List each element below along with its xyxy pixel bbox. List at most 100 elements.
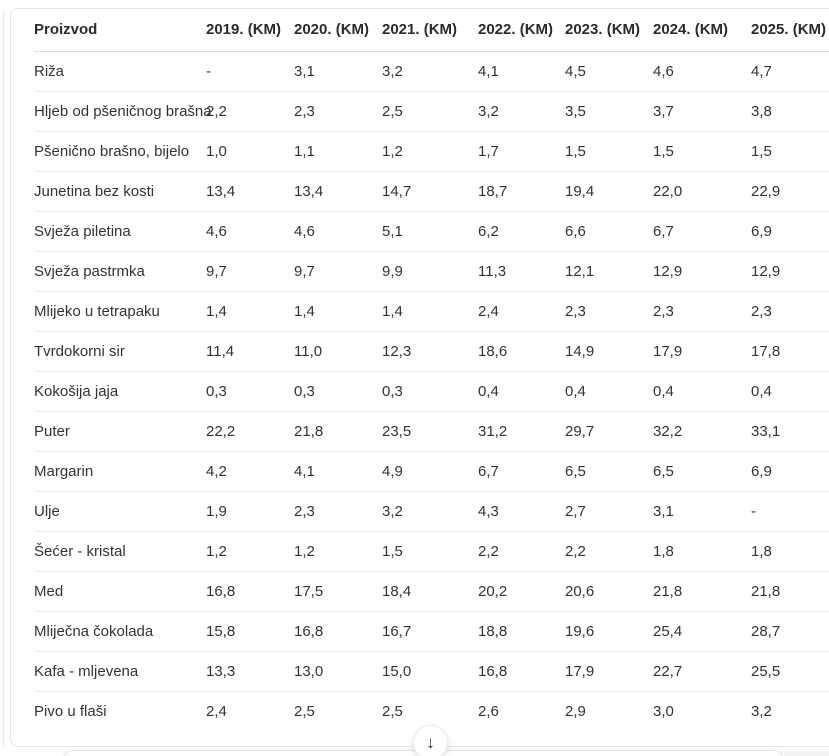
product-name-cell: Šećer - kristal <box>34 531 206 572</box>
product-name-cell: Pšenično brašno, bijelo <box>34 131 206 172</box>
price-cell: 4,1 <box>294 451 382 492</box>
price-cell: 3,2 <box>382 491 478 532</box>
product-name-cell: Mlijeko u tetrapaku <box>34 291 206 332</box>
price-cell: 0,4 <box>751 371 829 412</box>
price-cell: 17,5 <box>294 571 382 612</box>
price-cell: 25,4 <box>653 611 751 652</box>
price-cell: 9,7 <box>294 251 382 292</box>
price-cell: 1,4 <box>382 291 478 332</box>
price-cell: 17,9 <box>653 331 751 372</box>
price-cell: 3,1 <box>294 51 382 92</box>
price-cell: 0,4 <box>478 371 565 412</box>
price-cell: 6,7 <box>478 451 565 492</box>
year-column-header: 2021. (KM) <box>382 9 478 52</box>
price-cell: 3,0 <box>653 702 674 720</box>
price-cell: 2,3 <box>294 491 382 532</box>
price-cell: 28,7 <box>751 611 829 652</box>
product-name-cell: Junetina bez kosti <box>34 171 206 212</box>
price-cell: 22,0 <box>653 171 751 212</box>
price-cell: 2,5 <box>294 702 315 720</box>
price-cell: 2,4 <box>478 291 565 332</box>
table-row: Kafa - mljevena 13,3 13,0 15,0 16,8 17,9 22,7 2… <box>34 651 829 692</box>
price-cell: 15,0 <box>382 651 478 692</box>
price-cell: 1,9 <box>206 491 294 532</box>
price-cell: 13,4 <box>294 171 382 212</box>
price-cell: 21,8 <box>294 411 382 452</box>
price-cell: 0,3 <box>206 371 294 412</box>
price-cell: 3,2 <box>751 702 772 720</box>
price-cell: 1,5 <box>382 531 478 572</box>
year-column-header: 2022. (KM) <box>478 9 565 52</box>
price-cell: 0,3 <box>382 371 478 412</box>
price-cell: 14,7 <box>382 171 478 212</box>
price-cell: 0,4 <box>565 371 653 412</box>
price-cell: 25,5 <box>751 651 829 692</box>
year-column-header: 2019. (KM) <box>206 9 294 52</box>
price-cell: 4,5 <box>565 51 653 92</box>
price-cell: 14,9 <box>565 331 653 372</box>
price-cell: 23,5 <box>382 411 478 452</box>
price-cell: 2,5 <box>382 702 403 720</box>
price-cell: 12,9 <box>751 251 829 292</box>
price-cell: 0,3 <box>294 371 382 412</box>
year-column-header: 2020. (KM) <box>294 9 382 52</box>
price-cell: 1,2 <box>206 531 294 572</box>
scroll-down-button[interactable]: ↓ <box>413 725 448 756</box>
table-row: Svježa pastrmka 9,7 9,7 9,9 11,3 12,1 12,9 12,9 <box>34 251 829 292</box>
price-cell: 18,4 <box>382 571 478 612</box>
price-cell: 11,3 <box>478 251 565 292</box>
price-cell: 11,0 <box>294 331 382 372</box>
price-cell: 5,1 <box>382 211 478 252</box>
price-cell: 13,4 <box>206 171 294 212</box>
price-cell: 16,8 <box>294 611 382 652</box>
price-cell: 4,6 <box>206 211 294 252</box>
price-table-card: Proizvod 2019. (KM) 2020. (KM) 2021. (KM) 20… <box>10 8 829 747</box>
price-cell: 1,8 <box>751 531 829 572</box>
price-cell: 4,2 <box>206 451 294 492</box>
price-cell: 4,9 <box>382 451 478 492</box>
price-cell: 0,4 <box>653 371 751 412</box>
year-column-header: 2024. (KM) <box>653 9 751 52</box>
price-cell: 22,2 <box>206 411 294 452</box>
price-cell: 9,7 <box>206 251 294 292</box>
price-cell: 16,8 <box>478 651 565 692</box>
price-cell: 3,1 <box>653 491 751 532</box>
arrow-down-icon: ↓ <box>426 733 435 752</box>
price-cell: 4,3 <box>478 491 565 532</box>
price-cell: 12,1 <box>565 251 653 292</box>
price-cell: 2,7 <box>565 491 653 532</box>
table-row: Pivo u flaši 2,4 2,5 2,5 2,6 2,9 3,0 3,2 <box>34 691 829 731</box>
price-cell: 2,2 <box>206 91 294 132</box>
table-row: Puter 22,2 21,8 23,5 31,2 29,7 32,2 33,1 <box>34 411 829 452</box>
price-cell: 3,2 <box>478 91 565 132</box>
price-cell: 1,8 <box>653 531 751 572</box>
price-cell: 17,9 <box>565 651 653 692</box>
price-cell: 22,7 <box>653 651 751 692</box>
price-cell: 3,5 <box>565 91 653 132</box>
price-cell: 4,1 <box>478 51 565 92</box>
price-cell: 31,2 <box>478 411 565 452</box>
product-name-cell: Ulje <box>34 491 206 532</box>
price-cell: 21,8 <box>751 571 829 612</box>
price-cell: 2,3 <box>751 291 829 332</box>
table-row: Med 16,8 17,5 18,4 20,2 20,6 21,8 21,8 <box>34 571 829 612</box>
table-row: Mliječna čokolada 15,8 16,8 16,7 18,8 19,6 25,… <box>34 611 829 652</box>
product-name-cell: Hljeb od pšeničnog brašna <box>34 91 212 132</box>
price-cell: 1,5 <box>653 131 751 172</box>
price-cell: 4,6 <box>653 51 751 92</box>
price-cell: 2,5 <box>382 91 478 132</box>
price-cell: 2,9 <box>565 702 586 720</box>
price-cell: 4,7 <box>751 51 829 92</box>
table-row: Mlijeko u tetrapaku 1,4 1,4 1,4 2,4 2,3 2,3 2,3 <box>34 291 829 332</box>
price-cell: 6,9 <box>751 451 829 492</box>
table-row: Ulje 1,9 2,3 3,2 4,3 2,7 3,1- <box>34 491 829 532</box>
left-panel-edge <box>3 10 4 748</box>
table-row: Šećer - kristal 1,2 1,2 1,5 2,2 2,2 1,8 1,8 <box>34 531 829 572</box>
year-column-header: 2025. (KM) <box>751 9 829 52</box>
year-column-header: 2023. (KM) <box>565 9 653 52</box>
price-cell: 19,6 <box>565 611 653 652</box>
price-cell: 1,2 <box>294 531 382 572</box>
price-cell: 12,3 <box>382 331 478 372</box>
price-cell: - <box>206 51 294 92</box>
table-row: Tvrdokorni sir 11,4 11,0 12,3 18,6 14,9 17,9 17… <box>34 331 829 372</box>
